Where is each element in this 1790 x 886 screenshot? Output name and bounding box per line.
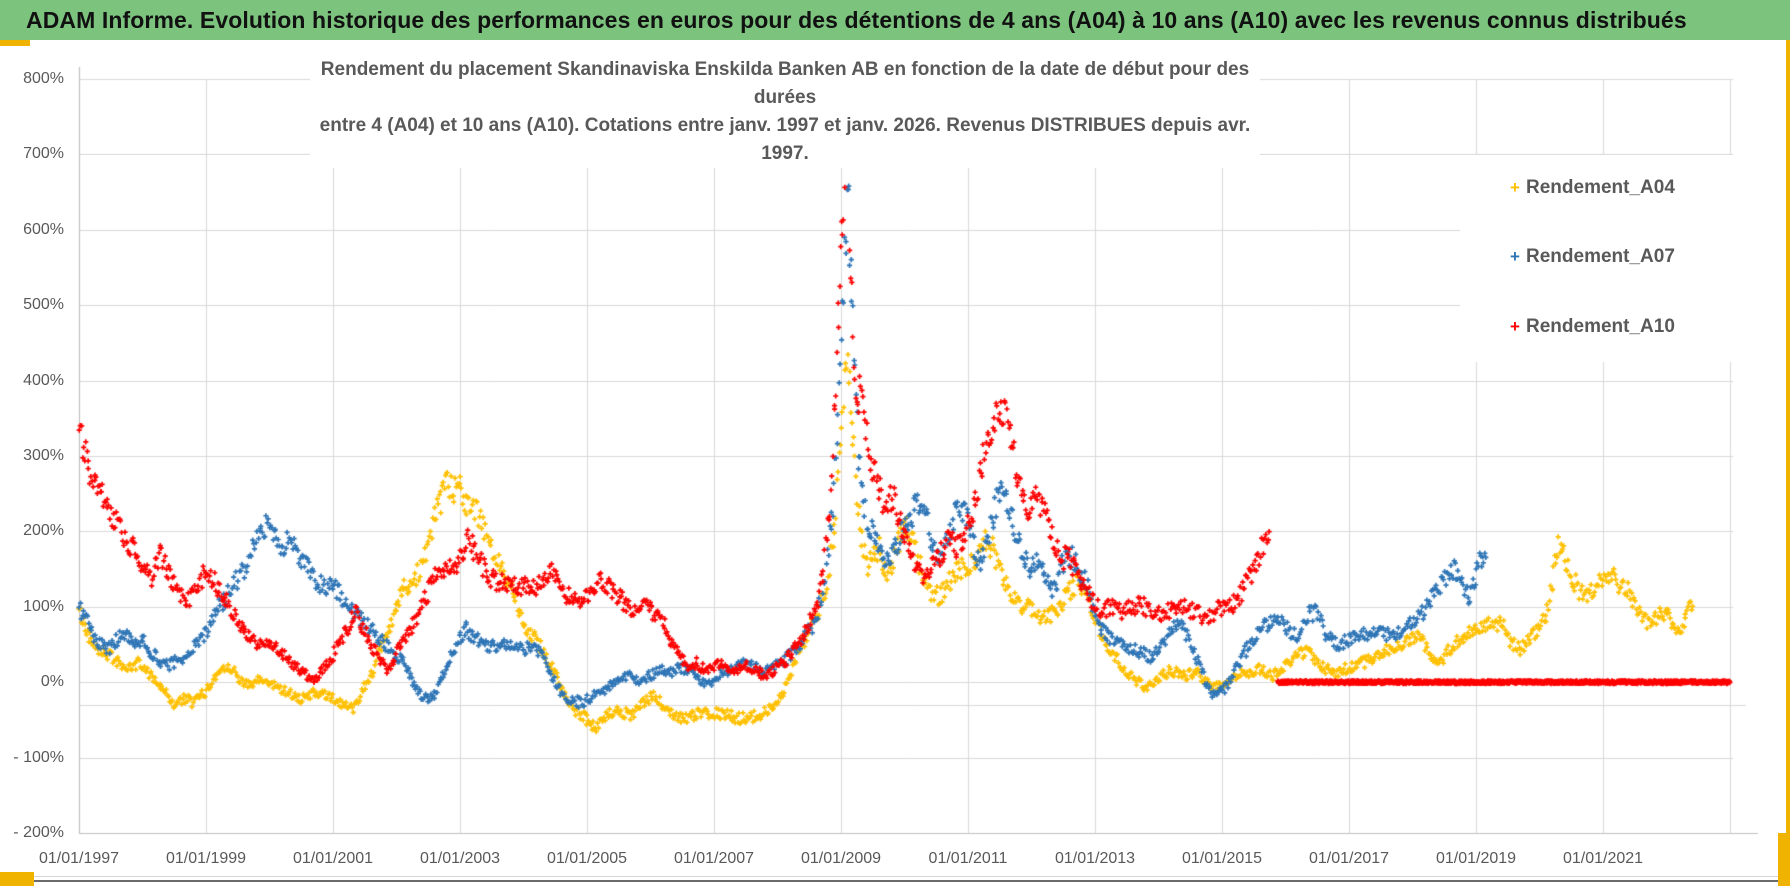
plus-marker-icon: + bbox=[1510, 247, 1520, 266]
legend-item-a10: + Rendement_A10 bbox=[1504, 314, 1675, 340]
x-axis-tick: 01/01/2017 bbox=[1308, 850, 1390, 867]
bottom-hairline bbox=[34, 876, 1778, 877]
y-axis-tick: 800% bbox=[23, 70, 64, 87]
window-titlebar: ADAM Informe. Evolution historique des p… bbox=[0, 0, 1790, 40]
y-axis-tick: 600% bbox=[23, 220, 64, 238]
y-axis-tick: 100% bbox=[23, 597, 64, 615]
x-axis-tick: 01/01/2013 bbox=[1054, 850, 1136, 867]
x-axis-tick: 01/01/2003 bbox=[419, 850, 501, 867]
x-axis-tick: 01/01/1999 bbox=[165, 850, 247, 867]
window-title: ADAM Informe. Evolution historique des p… bbox=[26, 6, 1687, 33]
x-axis-tick: 01/01/2015 bbox=[1181, 850, 1263, 867]
x-axis-tick: 01/01/2005 bbox=[546, 850, 628, 867]
plus-marker-icon: + bbox=[1510, 317, 1520, 336]
x-axis-tick: 01/01/2011 bbox=[928, 850, 1008, 867]
y-axis-tick: 700% bbox=[23, 145, 64, 163]
gold-corner-accent-bottom-left bbox=[0, 872, 34, 886]
y-axis-tick: 0% bbox=[40, 673, 64, 691]
x-axis-tick: 01/01/2021 bbox=[1562, 850, 1644, 867]
y-axis-tick: - 200% bbox=[13, 824, 64, 841]
chart-title-line1: Rendement du placement Skandinaviska Ens… bbox=[320, 59, 1250, 108]
legend-label: Rendement_A04 bbox=[1526, 177, 1675, 198]
chart-area bbox=[0, 46, 1790, 880]
window-bottom-border bbox=[34, 880, 1778, 882]
legend-item-a07: + Rendement_A07 bbox=[1504, 244, 1675, 270]
x-axis-tick: 01/01/2009 bbox=[800, 850, 882, 867]
x-axis-tick: 01/01/2001 bbox=[292, 850, 374, 867]
legend-label: Rendement_A07 bbox=[1526, 246, 1675, 267]
y-axis-tick: - 100% bbox=[13, 748, 64, 766]
legend-label: Rendement_A10 bbox=[1526, 316, 1675, 337]
window-right-border bbox=[1786, 40, 1790, 886]
chart-title: Rendement du placement Skandinaviska Ens… bbox=[310, 56, 1260, 168]
gold-corner-accent-top-left bbox=[0, 40, 30, 46]
x-axis-tick: 01/01/1997 bbox=[38, 850, 120, 867]
chart-legend: + Rendement_A04 + Rendement_A07 + Rendem… bbox=[1460, 155, 1785, 362]
chart-title-line2: entre 4 (A04) et 10 ans (A10). Cotations… bbox=[319, 115, 1251, 164]
plus-marker-icon: + bbox=[1510, 178, 1520, 197]
y-axis-tick: 200% bbox=[23, 522, 64, 540]
x-axis-tick: 01/01/2019 bbox=[1435, 850, 1517, 867]
y-axis-tick: 400% bbox=[23, 371, 64, 389]
legend-item-a04: + Rendement_A04 bbox=[1504, 175, 1675, 201]
x-axis-tick: 01/01/2007 bbox=[673, 850, 755, 867]
y-axis-tick: 500% bbox=[23, 296, 64, 314]
y-axis-tick: 300% bbox=[23, 447, 64, 464]
